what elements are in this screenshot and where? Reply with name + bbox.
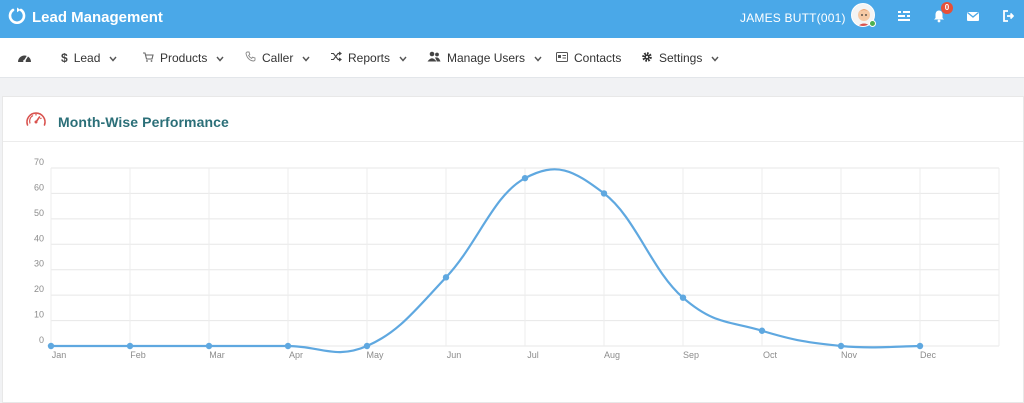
x-tick-label: Jul	[527, 350, 539, 360]
bell-icon[interactable]	[932, 9, 948, 25]
menu-manage-users-label: Manage Users	[447, 51, 526, 65]
shuffle-icon	[330, 51, 342, 65]
menu-manage-users[interactable]: Manage Users	[427, 38, 542, 78]
dashboard-icon	[17, 51, 32, 66]
x-tick-label: Apr	[289, 350, 303, 360]
menu-lead-label: Lead	[73, 51, 101, 65]
y-tick-label: 40	[34, 233, 44, 243]
menu-products[interactable]: Products	[142, 38, 224, 78]
data-point	[205, 342, 213, 350]
chevron-down-icon	[711, 51, 719, 65]
data-point	[284, 342, 292, 350]
top-bar: Lead Management JAMES BUTT(001) 0	[0, 0, 1024, 38]
series-line	[51, 168, 921, 354]
y-tick-label: 0	[39, 335, 44, 345]
panel-header: Month-Wise Performance	[3, 97, 1023, 142]
menu-contacts-label: Contacts	[574, 51, 622, 65]
data-point	[758, 327, 766, 334]
speedometer-icon	[25, 109, 47, 134]
menu-products-label: Products	[160, 51, 208, 65]
data-point	[47, 342, 55, 350]
contact-card-icon	[556, 51, 568, 65]
x-tick-label: Aug	[604, 350, 620, 360]
app-title: Lead Management	[32, 9, 163, 26]
power-logo-icon	[8, 6, 26, 29]
chevron-down-icon	[216, 51, 224, 65]
cart-icon	[142, 51, 154, 66]
data-point	[126, 342, 134, 350]
menu-lead[interactable]: $ Lead	[61, 38, 117, 78]
chevron-down-icon	[534, 51, 542, 65]
mail-icon[interactable]	[966, 9, 982, 25]
x-tick-label: Dec	[920, 350, 937, 360]
data-point	[363, 342, 371, 350]
menu-caller[interactable]: Caller	[245, 38, 310, 78]
menu-settings-label: Settings	[659, 51, 703, 65]
y-tick-label: 20	[34, 284, 44, 294]
online-status-dot	[869, 20, 876, 27]
x-tick-label: Feb	[130, 350, 146, 360]
data-point	[679, 294, 687, 301]
menu-reports[interactable]: Reports	[330, 38, 407, 78]
chevron-down-icon	[109, 51, 117, 65]
phone-icon	[245, 51, 256, 65]
menu-contacts[interactable]: Contacts	[556, 38, 621, 78]
y-tick-label: 70	[34, 157, 44, 167]
data-point	[600, 190, 608, 197]
users-icon	[427, 51, 441, 65]
x-tick-label: Jun	[447, 350, 462, 360]
brand[interactable]: Lead Management	[8, 6, 163, 29]
menu-settings[interactable]: Settings	[641, 38, 719, 78]
x-tick-label: Nov	[841, 350, 858, 360]
data-point	[521, 174, 529, 182]
dollar-icon: $	[61, 51, 68, 65]
menu-caller-label: Caller	[262, 51, 294, 65]
logout-icon[interactable]	[1002, 9, 1018, 25]
y-tick-label: 10	[34, 310, 44, 320]
panel-title: Month-Wise Performance	[58, 114, 229, 130]
data-point	[916, 342, 924, 350]
chevron-down-icon	[302, 51, 310, 65]
user-name[interactable]: JAMES BUTT(001)	[740, 11, 846, 25]
performance-panel: Month-Wise Performance	[2, 96, 1024, 403]
main-menu-bar: $ Lead Products Caller Reports Manage Us…	[0, 38, 1024, 78]
chevron-down-icon	[399, 51, 407, 65]
y-tick-label: 30	[34, 259, 44, 269]
data-point	[837, 342, 845, 350]
x-tick-label: Jan	[52, 350, 67, 360]
menu-dashboard[interactable]	[17, 38, 32, 78]
x-tick-label: May	[366, 350, 384, 360]
gear-icon	[641, 51, 653, 66]
data-point	[442, 274, 450, 281]
x-tick-label: Oct	[763, 350, 778, 360]
x-tick-label: Sep	[683, 350, 699, 360]
y-tick-label: 50	[34, 208, 44, 218]
notification-badge: 0	[941, 2, 953, 14]
x-tick-label: Mar	[209, 350, 225, 360]
y-tick-label: 60	[34, 182, 44, 192]
menu-reports-label: Reports	[348, 51, 391, 65]
sliders-icon[interactable]	[897, 9, 913, 25]
